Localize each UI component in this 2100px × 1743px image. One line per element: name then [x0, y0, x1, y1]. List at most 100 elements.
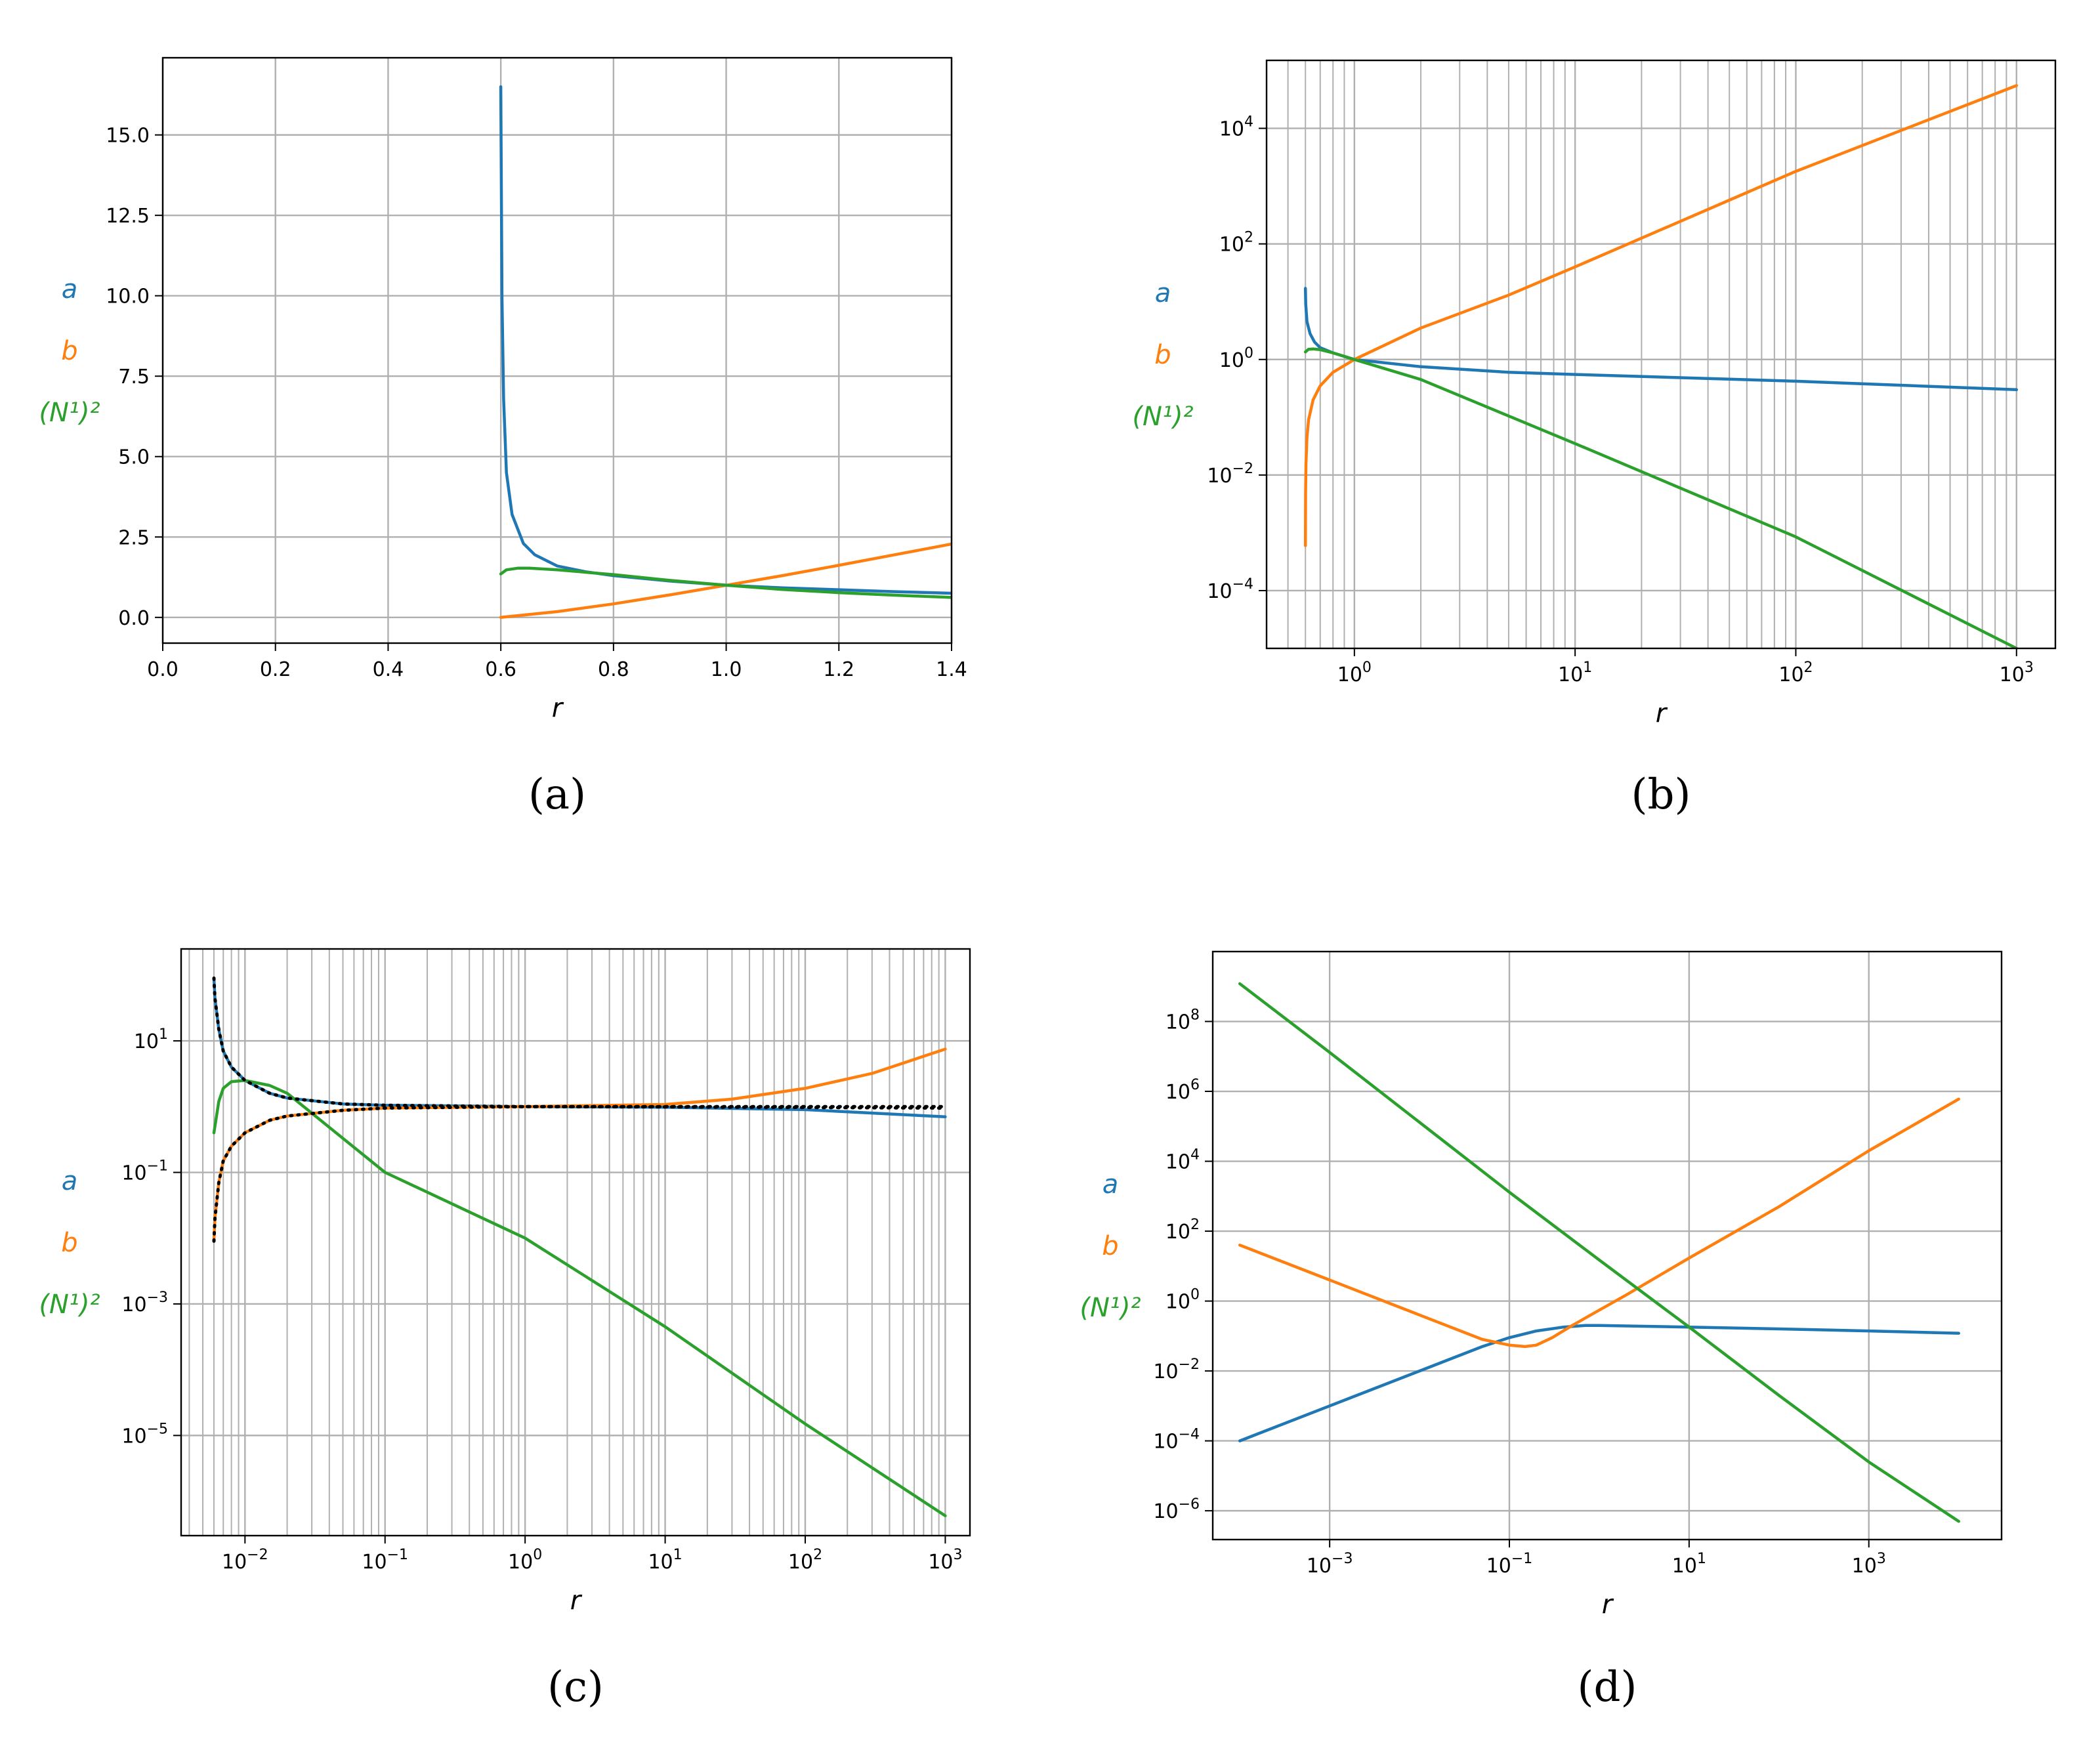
- y-tick-label: 102: [1219, 230, 1253, 257]
- tick-base: 10: [1486, 1555, 1511, 1578]
- x-tick-label: 1.2: [823, 658, 854, 681]
- y-tick-label: 0.0: [118, 607, 150, 630]
- tick-base: 10: [1166, 1291, 1190, 1314]
- tick-exponent: 0: [1362, 660, 1372, 676]
- series-line-N: [1303, 347, 2019, 648]
- chart-panel-d: 10−3 10−1 101 10310−610−410−210010210410610…: [1080, 950, 2003, 1712]
- tick-exponent: −1: [147, 1158, 168, 1175]
- series-line-N: [1238, 982, 1960, 1523]
- x-tick-label: 0.4: [373, 658, 404, 681]
- x-tick-label: 0.0: [147, 658, 178, 681]
- reference-dotted-line: [212, 976, 947, 1110]
- panel-caption: (b): [1631, 770, 1691, 819]
- tick-exponent: 8: [1190, 1007, 1200, 1024]
- tick-base: 10: [362, 1551, 387, 1574]
- y-tick-label: 10−4: [1153, 1427, 1200, 1454]
- plot-frame: [161, 56, 953, 644]
- y-axis-label-N: (N¹)²: [1080, 1293, 1141, 1323]
- tick-exponent: 0: [1244, 345, 1253, 362]
- x-tick-label: 0.2: [260, 658, 291, 681]
- tick-base: 10: [1153, 1431, 1178, 1454]
- tick-exponent: 3: [954, 1547, 963, 1563]
- y-tick-label: 100: [1219, 345, 1253, 372]
- y-axis-label-b: b: [61, 1228, 77, 1258]
- tick-base: 10: [1219, 349, 1244, 372]
- tick-base: 10: [121, 1162, 146, 1185]
- tick-base: 10: [1153, 1500, 1178, 1523]
- tick-exponent: 3: [2025, 660, 2034, 676]
- x-tick-label: 102: [1778, 660, 1813, 686]
- tick-exponent: 4: [1244, 114, 1253, 131]
- chart-panel-a: 0.0 0.2 0.4 0.6 0.8 1.0 1.2 1.4 0.0 2.5 5.0 7.5 10.0…: [39, 56, 967, 819]
- y-tick-label: 101: [134, 1026, 168, 1053]
- y-tick-label: 10−5: [121, 1421, 168, 1448]
- reference-dotted-line: [212, 1104, 947, 1243]
- tick-exponent: 1: [1697, 1551, 1706, 1567]
- panel-caption: (d): [1578, 1663, 1637, 1712]
- tick-exponent: 2: [1244, 230, 1253, 246]
- tick-exponent: 4: [1190, 1147, 1200, 1164]
- y-axis-label-N: (N¹)²: [39, 1290, 100, 1320]
- tick-base: 10: [1153, 1360, 1178, 1383]
- tick-exponent: −1: [1511, 1551, 1532, 1567]
- y-axis-label-a: a: [62, 1166, 78, 1196]
- x-tick-label: 0.6: [485, 658, 516, 681]
- tick-base: 10: [134, 1030, 159, 1053]
- y-axis-label-b: b: [1102, 1231, 1118, 1261]
- tick-base: 10: [788, 1551, 813, 1574]
- tick-base: 10: [121, 1425, 146, 1448]
- chart-panel-c: 10−2 10−1 100 101 102 10310−510−310−1101rab(N…: [39, 948, 971, 1712]
- series-line-a: [499, 85, 952, 595]
- panel-caption: (a): [528, 770, 586, 819]
- x-axis-label: r: [1656, 698, 1668, 728]
- plot-frame: [1265, 59, 2057, 650]
- x-tick-label: 1.0: [711, 658, 742, 681]
- tick-base: 10: [1166, 1011, 1190, 1034]
- tick-base: 10: [1852, 1555, 1877, 1578]
- y-tick-label: 10−2: [1207, 461, 1253, 488]
- y-axis-label-N: (N¹)²: [1132, 402, 1193, 432]
- y-tick-label: 104: [1219, 114, 1253, 141]
- y-tick-label: 10−4: [1207, 576, 1253, 603]
- y-tick-label: 10−3: [121, 1290, 168, 1316]
- x-tick-label: 10−1: [1486, 1551, 1533, 1578]
- series-group: [212, 976, 947, 1518]
- tick-base: 10: [928, 1551, 953, 1574]
- series-line-a: [1238, 1324, 1960, 1442]
- series-group: [1303, 84, 2019, 648]
- x-axis-label: r: [570, 1586, 583, 1616]
- tick-exponent: 1: [159, 1026, 168, 1043]
- x-tick-label: 101: [648, 1547, 682, 1574]
- tick-base: 10: [1166, 1081, 1190, 1104]
- y-tick-label: 10−2: [1153, 1356, 1200, 1383]
- tick-exponent: −5: [147, 1421, 168, 1437]
- tick-base: 10: [1219, 118, 1244, 141]
- tick-base: 10: [1166, 1151, 1190, 1174]
- tick-exponent: −2: [247, 1547, 268, 1563]
- tick-exponent: −2: [1232, 461, 1253, 477]
- x-tick-label: 100: [508, 1547, 542, 1574]
- tick-exponent: −4: [1232, 576, 1253, 593]
- tick-exponent: −3: [147, 1290, 168, 1306]
- plot-frame: [1211, 950, 2003, 1541]
- tick-exponent: 1: [1583, 660, 1592, 676]
- tick-base: 10: [1207, 580, 1232, 603]
- x-tick-label: 103: [928, 1547, 962, 1574]
- tick-exponent: 2: [1804, 660, 1813, 676]
- x-tick-label: 10−2: [222, 1547, 268, 1574]
- y-axis-label-b: b: [61, 336, 77, 366]
- y-tick-label: 2.5: [118, 526, 150, 549]
- y-axis-label-N: (N¹)²: [39, 398, 100, 428]
- x-tick-label: 101: [1672, 1551, 1706, 1578]
- tick-exponent: −2: [1179, 1356, 1200, 1373]
- y-tick-label: 5.0: [118, 446, 150, 469]
- series-line-N: [212, 1079, 947, 1518]
- tick-exponent: 3: [1877, 1551, 1886, 1567]
- tick-base: 10: [2000, 663, 2025, 686]
- tick-base: 10: [121, 1293, 146, 1316]
- y-tick-label: 104: [1166, 1147, 1200, 1174]
- tick-exponent: −6: [1179, 1496, 1200, 1513]
